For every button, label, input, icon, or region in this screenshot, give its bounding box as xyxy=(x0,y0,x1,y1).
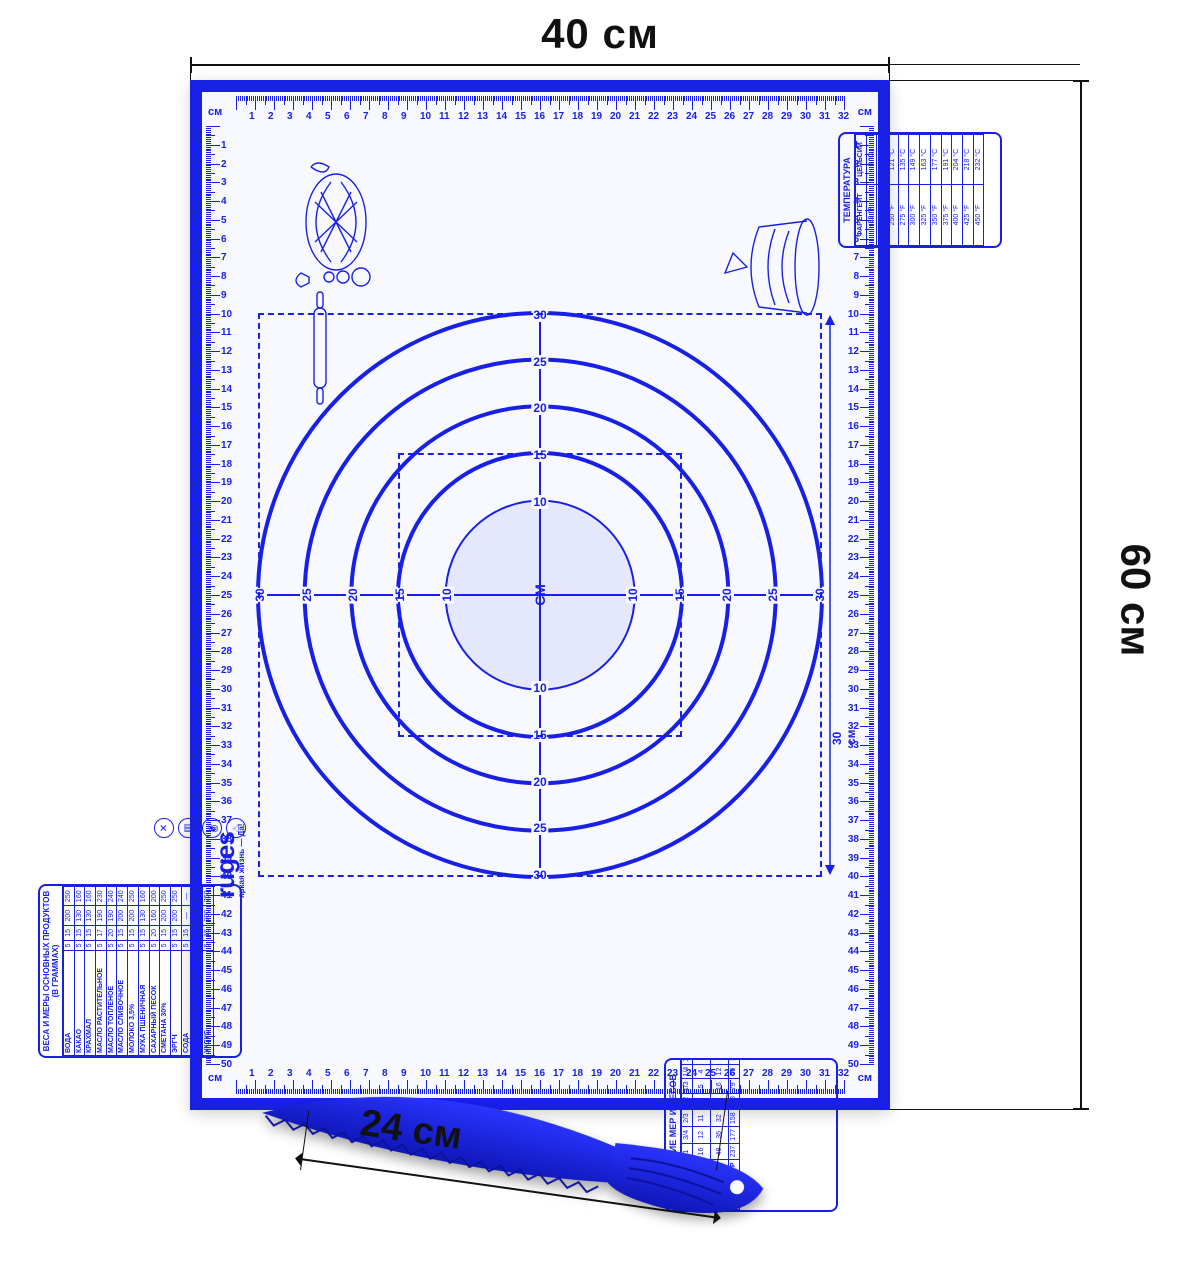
safety-icons: ✕▥☀♨ xyxy=(154,818,246,838)
safety-icon: ▥ xyxy=(178,818,198,838)
ruler-top: 1234567891011121314151617181920212223242… xyxy=(236,96,844,124)
product-dimension-diagram: { "colors":{"blue":"#1920e6","dark":"#11… xyxy=(0,0,1200,1200)
ruler-unit-label: см xyxy=(858,1072,872,1084)
cake-illustration xyxy=(715,207,825,327)
foods-illustration xyxy=(281,147,381,297)
safety-icon: ☀ xyxy=(202,818,222,838)
temperature-table: ТЕМПЕРАТУРА ФАРЕНГЕЙТЦЕЛЬСИЙ32 °F0 °C210… xyxy=(838,132,1002,248)
ext-line xyxy=(890,1109,1082,1110)
weights-table: ВЕСА И МЕРЫ ОСНОВНЫХ ПРОДУКТОВ (В ГРАММА… xyxy=(38,884,242,1058)
ext-line xyxy=(890,80,1082,81)
rolling-pin-illustration xyxy=(304,288,336,408)
baking-mat: 1234567891011121314151617181920212223242… xyxy=(190,80,890,1110)
ruler-unit-label: см xyxy=(858,106,872,118)
ruler-unit-label: см xyxy=(208,1072,222,1084)
diameter-guide: СМ 30 см 1010101015151515202020202525252… xyxy=(260,315,820,875)
ext-line xyxy=(890,64,1080,65)
height-dimension-line xyxy=(1080,80,1082,1110)
safety-icon: ✕ xyxy=(154,818,174,838)
table-title: ВЕСА И МЕРЫ ОСНОВНЫХ ПРОДУКТОВ (В ГРАММА… xyxy=(40,886,63,1056)
width-dimension-label: 40 см xyxy=(0,10,1200,58)
ruler-unit-label: см xyxy=(208,106,222,118)
height-dimension-label: 60 см xyxy=(1079,0,1192,1200)
safety-icon: ♨ xyxy=(226,818,246,838)
ruler-right: 1234567891011121314151617181920212223242… xyxy=(846,126,874,1064)
width-dimension-line xyxy=(190,64,890,66)
table-title: ТЕМПЕРАТУРА xyxy=(840,134,855,246)
